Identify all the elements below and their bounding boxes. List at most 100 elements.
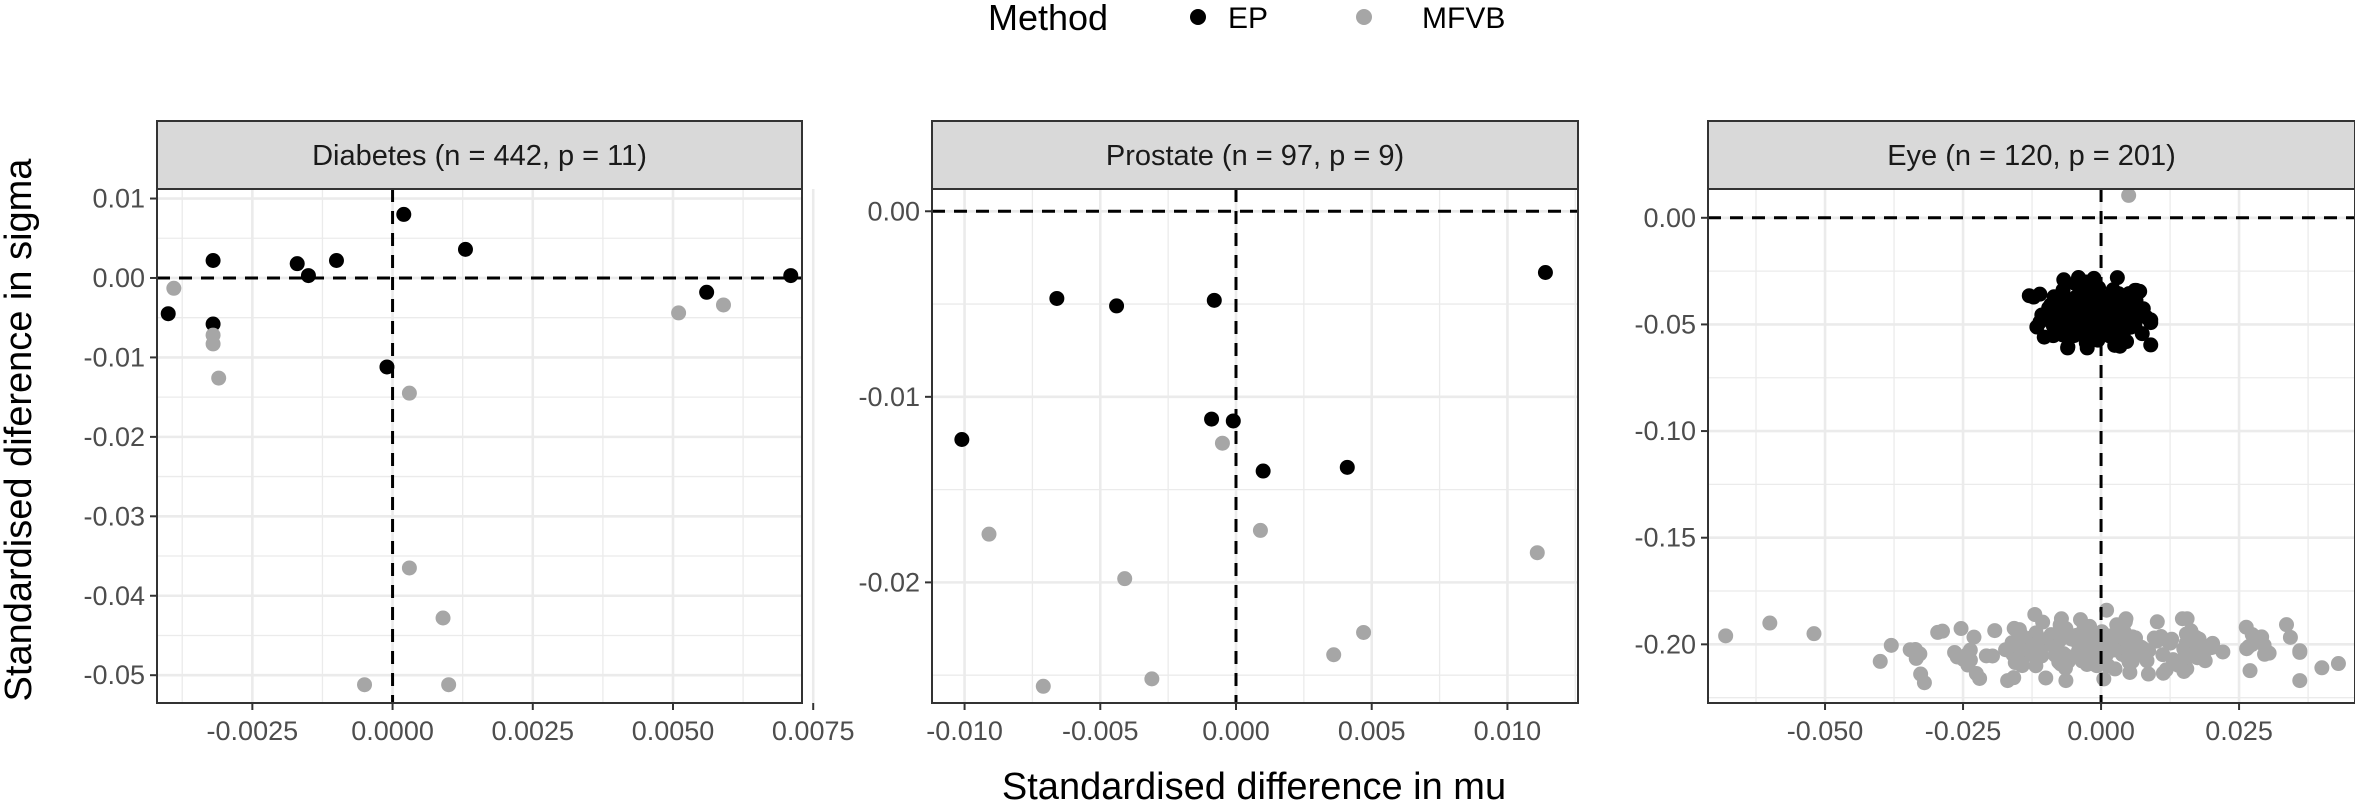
panel-0: Diabetes (n = 442, p = 11) -0.0025 0.0000 0… <box>83 120 855 746</box>
y-tick-label: -0.20 <box>1634 629 1696 659</box>
point-ep <box>2051 302 2067 318</box>
point-mfvb <box>2141 643 2157 659</box>
point-mfvb <box>2058 648 2074 664</box>
point-mfvb <box>2292 673 2308 689</box>
point-mfvb <box>981 526 997 542</box>
strip-background <box>156 120 803 190</box>
point-ep <box>1109 298 1125 314</box>
point-ep <box>2134 326 2150 342</box>
y-tick-label: -0.05 <box>1634 309 1696 339</box>
point-ep <box>954 432 970 448</box>
point-mfvb <box>1966 629 1982 645</box>
point-mfvb <box>166 280 182 296</box>
y-tick-label: 0.01 <box>92 184 145 214</box>
point-ep <box>205 252 221 268</box>
point-mfvb <box>2282 629 2298 645</box>
point-mfvb <box>2140 666 2156 682</box>
x-tick-label: 0.0075 <box>772 716 855 746</box>
panel-1: Prostate (n = 97, p = 9) -0.010 -0.005 0.00… <box>858 120 1579 746</box>
x-tick-label: 0.0050 <box>632 716 715 746</box>
point-mfvb <box>2058 673 2074 689</box>
point-mfvb <box>1872 653 1888 669</box>
point-ep <box>2096 293 2112 309</box>
point-mfvb <box>1949 649 1965 665</box>
point-mfvb <box>1762 615 1778 631</box>
point-mfvb <box>1962 642 1978 658</box>
y-tick-label: -0.01 <box>83 342 145 372</box>
y-tick-label: -0.02 <box>83 422 145 452</box>
legend: Method EP MFVB <box>988 0 1505 38</box>
point-ep <box>1255 463 1271 479</box>
x-tick-label: 0.010 <box>1474 716 1542 746</box>
point-mfvb <box>1883 637 1899 653</box>
panel-background <box>157 189 802 703</box>
point-mfvb <box>671 305 687 321</box>
point-mfvb <box>2123 639 2139 655</box>
y-tick-label: 0.00 <box>1643 203 1696 233</box>
x-tick-label: 0.000 <box>2067 716 2135 746</box>
y-tick-label: -0.01 <box>858 382 920 412</box>
point-ep <box>457 241 473 257</box>
x-tick-label: 0.005 <box>1338 716 1406 746</box>
point-mfvb <box>2053 629 2069 645</box>
point-ep <box>2127 282 2143 298</box>
y-axis-title: Standardised diference in sigma <box>0 158 40 702</box>
point-ep <box>289 256 305 272</box>
point-ep <box>300 268 316 284</box>
point-mfvb <box>1987 623 2003 639</box>
legend-label-ep: EP <box>1228 2 1268 35</box>
point-ep <box>2071 296 2087 312</box>
point-mfvb <box>2186 645 2202 661</box>
point-mfvb <box>2072 612 2088 628</box>
point-ep <box>205 316 221 332</box>
strip-background <box>931 120 1579 190</box>
point-mfvb <box>2012 641 2028 657</box>
point-mfvb <box>2162 635 2178 651</box>
point-mfvb <box>2007 655 2023 671</box>
point-mfvb <box>2155 647 2171 663</box>
x-tick-label: -0.025 <box>1925 716 2002 746</box>
point-mfvb <box>1806 626 1822 642</box>
x-tick-label: -0.050 <box>1787 716 1864 746</box>
point-mfvb <box>1117 571 1133 587</box>
y-tick-label: -0.15 <box>1634 523 1696 553</box>
point-ep <box>2046 289 2062 305</box>
point-mfvb <box>2107 661 2123 677</box>
point-mfvb <box>2032 631 2048 647</box>
point-mfvb <box>2149 614 2165 630</box>
point-mfvb <box>2176 663 2192 679</box>
point-ep <box>2109 270 2125 286</box>
panels: Diabetes (n = 442, p = 11) -0.0025 0.0000 0… <box>83 120 2355 746</box>
point-mfvb <box>441 677 457 693</box>
y-tick-label: -0.03 <box>83 501 145 531</box>
point-mfvb <box>2155 665 2171 681</box>
point-ep <box>1204 411 1220 427</box>
x-tick-label: 0.025 <box>2205 716 2273 746</box>
point-ep <box>328 252 344 268</box>
point-mfvb <box>1214 435 1230 451</box>
point-ep <box>2067 276 2083 292</box>
y-tick-label: 0.00 <box>867 196 920 226</box>
point-mfvb <box>1326 647 1342 663</box>
y-tick-label: -0.10 <box>1634 416 1696 446</box>
point-mfvb <box>1252 522 1268 538</box>
x-tick-label: 0.0000 <box>351 716 434 746</box>
point-mfvb <box>2053 611 2069 627</box>
point-mfvb <box>2034 648 2050 664</box>
point-ep <box>1537 265 1553 281</box>
point-ep <box>699 284 715 300</box>
point-ep <box>2056 272 2072 288</box>
y-tick-label: 0.00 <box>92 263 145 293</box>
strip-background <box>1707 120 2355 190</box>
point-mfvb <box>2330 656 2346 672</box>
point-mfvb <box>1529 545 1545 561</box>
point-mfvb <box>1934 623 1950 639</box>
point-mfvb <box>1144 671 1160 687</box>
point-mfvb <box>715 297 731 313</box>
y-tick-label: -0.05 <box>83 660 145 690</box>
panel-2: Eye (n = 120, p = 201) -0.050 -0.025 0.000 0… <box>1634 120 2355 746</box>
legend-ep-key <box>1190 9 1206 25</box>
point-ep <box>2143 337 2159 353</box>
point-mfvb <box>2183 623 2199 639</box>
